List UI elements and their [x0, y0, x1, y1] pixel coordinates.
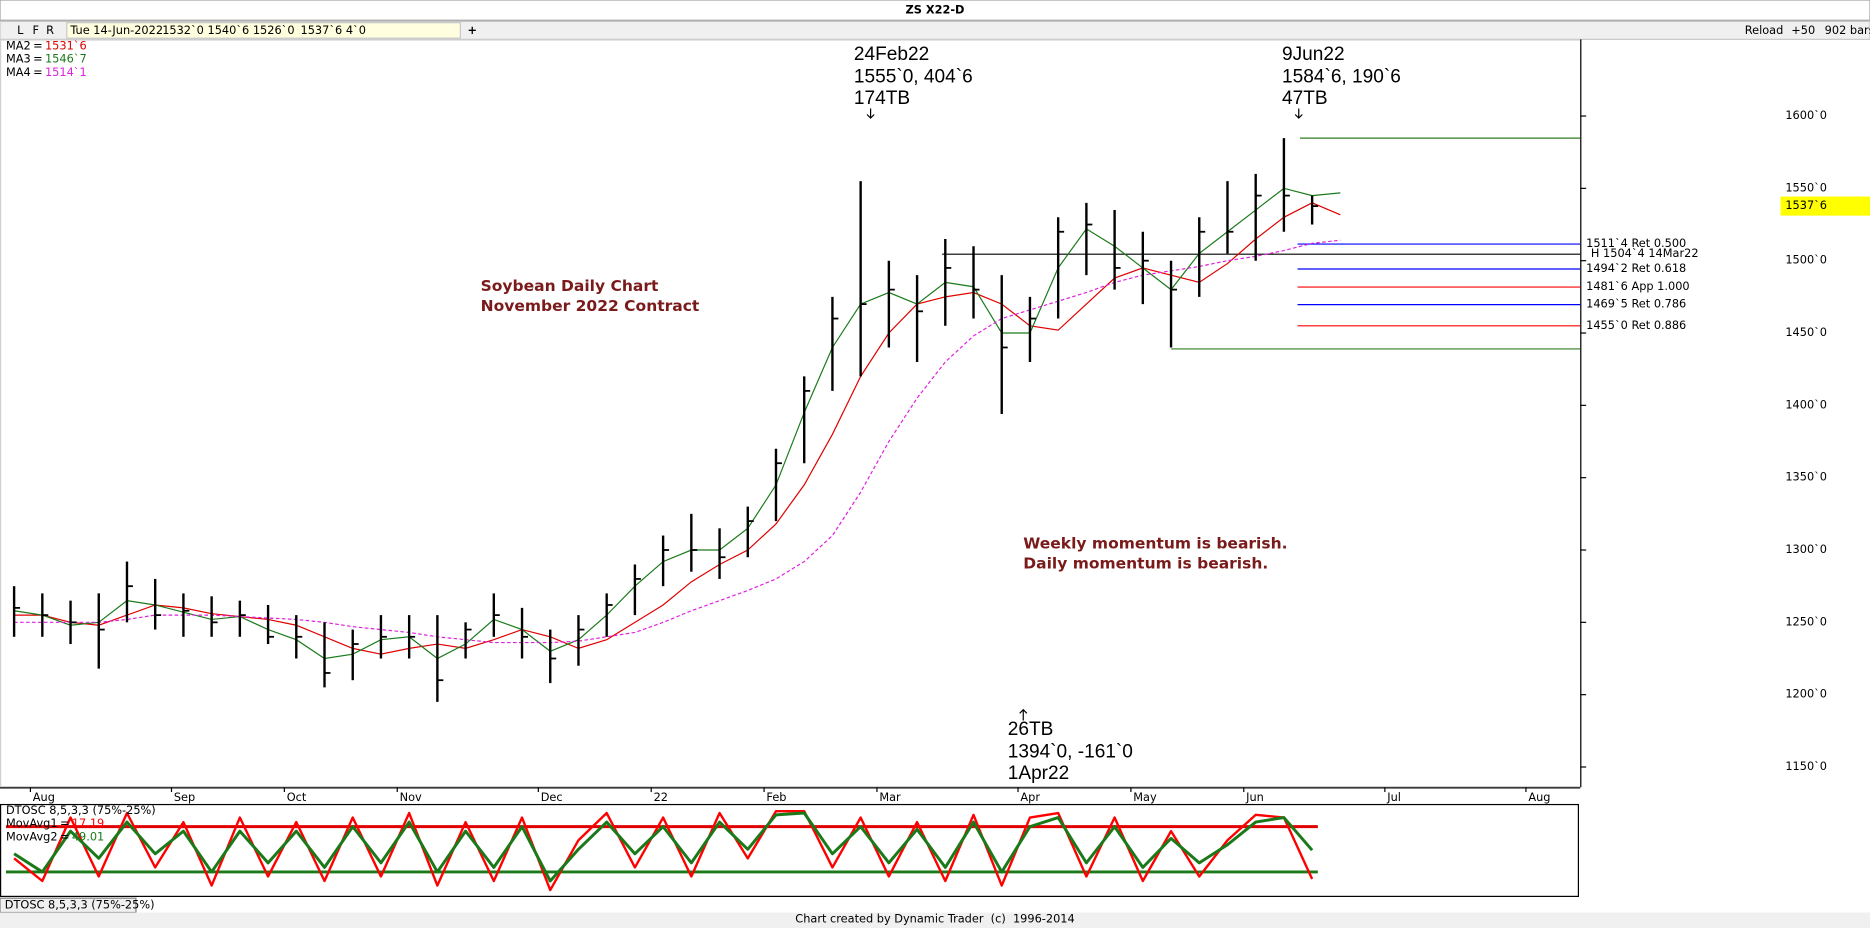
annotation-text: 1584`6, 190`6 — [1282, 67, 1401, 88]
quote-change: 4`0 — [346, 23, 366, 37]
legend-entry: MA2 = 1531`6 — [6, 39, 87, 53]
legend-value: 1546`7 — [45, 52, 87, 66]
oscillator-line — [13, 810, 1314, 892]
moving-average — [14, 187, 1341, 660]
x-tick-label: Aug — [33, 790, 55, 804]
annotation-text: 26TB — [1008, 719, 1054, 740]
legend-entry: MA3 = 1546`7 — [6, 52, 87, 66]
annotation-text: 9Jun22 — [1282, 44, 1345, 65]
oscillator-line — [13, 811, 1314, 883]
legend-name: MA4 — [6, 65, 31, 79]
level-label: 1494`2 Ret 0.618 — [1586, 261, 1686, 275]
annotation-text: 1394`0, -161`0 — [1008, 742, 1133, 763]
oscillator-frame — [0, 803, 1580, 897]
quote-open: 1532`0 — [162, 23, 204, 37]
y-tick-label: 1550`0 — [1785, 180, 1827, 194]
level-label: 1469`5 Ret 0.786 — [1586, 297, 1686, 311]
chart-note: Weekly momentum is bearish. — [1023, 534, 1287, 552]
annotation-text: 24Feb22 — [854, 44, 929, 65]
moving-average — [14, 239, 1341, 644]
legend-value: 1514`1 — [45, 65, 87, 79]
legend-name: MA3 — [6, 52, 31, 66]
x-tick-label: May — [1133, 790, 1157, 804]
quote-low: 1526`0 — [253, 23, 295, 37]
y-tick-label: 1600`0 — [1785, 108, 1827, 122]
oscillator-tab-label[interactable]: DTOSC 8,5,3,3 (75%-25%) — [5, 897, 155, 911]
chart-note: Soybean Daily Chart — [481, 277, 659, 295]
annotation-text: 174TB — [854, 88, 910, 109]
last-price-tag — [1780, 196, 1870, 216]
level-label: 1481`6 App 1.000 — [1586, 279, 1689, 293]
toolbar-button[interactable]: L — [17, 23, 24, 37]
annotation-text: 47TB — [1282, 88, 1328, 109]
y-tick-label: 1400`0 — [1785, 397, 1827, 411]
level-label: 1511`4 Ret 0.500 — [1586, 236, 1686, 250]
y-tick-label: 1300`0 — [1785, 542, 1827, 556]
legend-value: 17.19 — [72, 816, 104, 830]
bars-step[interactable]: +50 — [1791, 23, 1815, 37]
annotation-arrow — [1294, 108, 1303, 119]
y-tick-label: 1450`0 — [1785, 325, 1827, 339]
reload-button[interactable]: Reload — [1745, 23, 1784, 37]
add-button[interactable]: + — [468, 23, 477, 37]
annotation-text: 1555`0, 404`6 — [854, 67, 973, 88]
chart-note: Daily momentum is bearish. — [1023, 555, 1268, 573]
toolbar-button[interactable]: F — [33, 23, 40, 37]
annotation-arrow — [1019, 708, 1028, 721]
y-tick-label: 1150`0 — [1785, 759, 1827, 773]
bar-count: 902 bars — [1825, 23, 1870, 37]
level-label: 1455`0 Ret 0.886 — [1586, 318, 1686, 332]
x-tick-label: Jul — [1386, 790, 1401, 804]
quote-date: Tue 14-Jun-2022 — [69, 23, 163, 37]
footer: Chart created by Dynamic Trader (c) 1996… — [795, 912, 1074, 926]
annotation-text: 1Apr22 — [1008, 763, 1070, 784]
x-tick-label: Feb — [766, 790, 786, 804]
toolbar-button[interactable]: R — [46, 23, 54, 37]
legend-entry: MA4 = 1514`1 — [6, 65, 87, 79]
legend-name: MA2 — [6, 39, 31, 53]
x-tick-label: Dec — [541, 790, 563, 804]
y-tick-label: 1500`0 — [1785, 253, 1827, 267]
x-tick-label: Sep — [174, 790, 195, 804]
legend-separator: = — [33, 65, 42, 79]
legend-name: MovAvg1 — [6, 816, 58, 830]
legend-separator: = — [60, 816, 69, 830]
y-tick-label: 1250`0 — [1785, 614, 1827, 628]
quote-close: 1537`6 — [301, 23, 343, 37]
x-tick-label: Oct — [287, 790, 307, 804]
last-price-label: 1537`6 — [1785, 198, 1827, 212]
oscillator-title: DTOSC 8,5,3,3 (75%-25%) — [6, 803, 156, 817]
legend-name: MovAvg2 — [6, 829, 58, 843]
legend-separator: = — [33, 52, 42, 66]
x-tick-label: Mar — [879, 790, 901, 804]
y-tick-label: 1350`0 — [1785, 470, 1827, 484]
x-tick-label: Jun — [1245, 790, 1264, 804]
title-bar — [0, 0, 1870, 21]
legend-value: 49.01 — [72, 829, 104, 843]
quote-high: 1540`6 — [208, 23, 250, 37]
oscillator-legend: MovAvg2 = 49.01 — [6, 829, 104, 843]
x-tick-label: Aug — [1528, 790, 1550, 804]
level-label: H 1504`4 14Mar22 — [1591, 246, 1699, 260]
x-tick-label: Apr — [1020, 790, 1040, 804]
quote-field — [66, 22, 461, 39]
chart-note: November 2022 Contract — [481, 297, 700, 315]
annotation-arrow — [866, 108, 875, 119]
legend-separator: = — [33, 39, 42, 53]
window-title: ZS X22-D — [906, 3, 965, 17]
x-tick-label: 22 — [654, 790, 668, 804]
y-tick-label: 1200`0 — [1785, 687, 1827, 701]
status-bar — [0, 912, 1870, 928]
legend-value: 1531`6 — [45, 39, 87, 53]
x-tick-label: Nov — [400, 790, 422, 804]
oscillator-legend: MovAvg1 = 17.19 — [6, 816, 104, 830]
legend-separator: = — [60, 829, 69, 843]
